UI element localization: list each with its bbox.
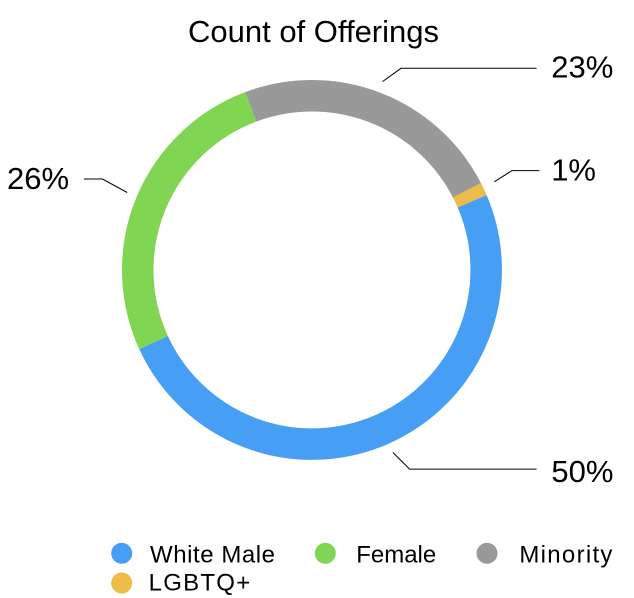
svg-text:50%: 50% <box>551 454 613 489</box>
svg-text:26%: 26% <box>7 161 69 196</box>
svg-text:White Male: White Male <box>150 542 276 569</box>
svg-text:Count of Offerings: Count of Offerings <box>188 14 439 49</box>
svg-text:Female: Female <box>356 542 436 569</box>
svg-text:LGBTQ+: LGBTQ+ <box>149 570 252 597</box>
svg-text:23%: 23% <box>551 50 613 85</box>
svg-text:1%: 1% <box>551 153 596 188</box>
svg-text:Minority: Minority <box>519 542 613 569</box>
